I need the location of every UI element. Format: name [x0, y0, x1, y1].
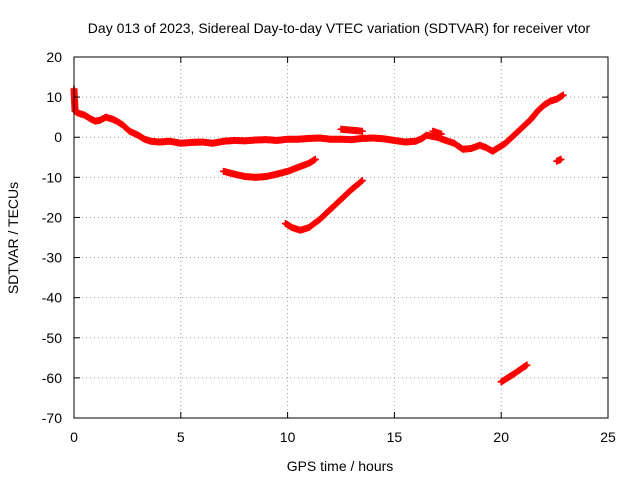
grid-lines — [74, 57, 608, 418]
axis-ticks: 0 5 10 15 20 25 20 10 0 -10 -20 -30 -40 -50 -60 -70 — [42, 49, 616, 445]
data-point — [358, 127, 366, 135]
x-tick-label: 15 — [387, 429, 403, 445]
y-tick-label: -50 — [42, 330, 62, 346]
data-point — [523, 361, 531, 369]
x-axis-label: GPS time / hours — [287, 458, 394, 474]
data-point — [437, 130, 445, 138]
series-arc-1 — [70, 85, 567, 155]
series-arc-6 — [553, 155, 565, 165]
y-tick-label: -30 — [42, 250, 62, 266]
series-arc-2 — [337, 125, 366, 135]
x-tick-label: 5 — [177, 429, 185, 445]
series-arc-3 — [429, 127, 445, 138]
plot-frame — [73, 56, 609, 419]
data-point — [311, 155, 319, 163]
y-tick-label: -40 — [42, 290, 62, 306]
y-tick-label: -10 — [42, 169, 62, 185]
y-tick-label: -70 — [42, 410, 62, 426]
series-arc-7 — [497, 361, 531, 386]
data-points — [70, 85, 567, 386]
x-tick-label: 0 — [70, 429, 78, 445]
y-tick-label: 0 — [54, 129, 62, 145]
chart-title: Day 013 of 2023, Sidereal Day-to-day VTE… — [88, 20, 591, 36]
y-tick-label: 10 — [46, 89, 62, 105]
series-arc-5 — [281, 177, 366, 234]
data-point — [357, 177, 365, 185]
x-tick-label: 10 — [280, 429, 296, 445]
y-tick-label: -20 — [42, 209, 62, 225]
series-arc-4 — [220, 155, 319, 181]
data-point — [559, 91, 567, 99]
y-axis-label: SDTVAR / TECUs — [5, 182, 21, 294]
y-tick-label: -60 — [42, 370, 62, 386]
x-tick-label: 20 — [493, 429, 509, 445]
data-point — [358, 177, 366, 185]
x-tick-label: 25 — [600, 429, 616, 445]
y-tick-label: 20 — [46, 49, 62, 65]
data-point — [557, 155, 565, 163]
